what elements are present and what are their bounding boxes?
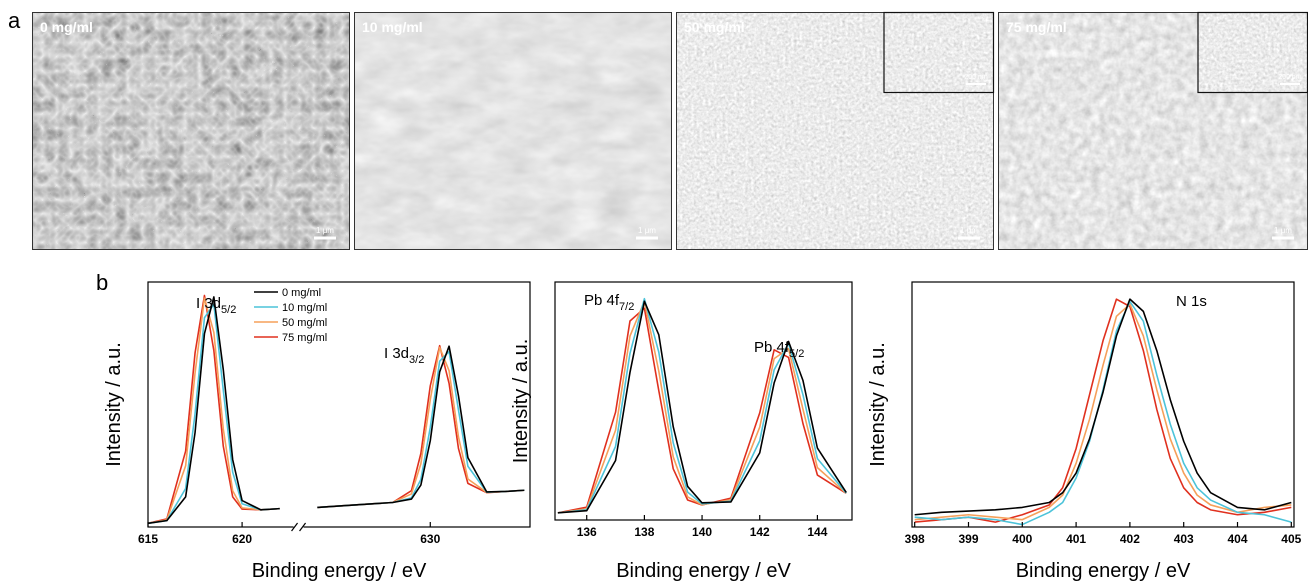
y-axis-title: Intensity / a.u. <box>867 342 889 467</box>
legend-label: 0 mg/ml <box>282 287 321 299</box>
axis-break-mark <box>291 522 299 532</box>
peak-annotation: Pb 4f7/2 <box>584 292 634 313</box>
inset-scale-label: 200 nm <box>1278 74 1302 81</box>
peak-annotation: I 3d5/2 <box>196 295 236 316</box>
x-axis-title: Binding energy / eV <box>616 560 791 582</box>
sample-label: 0 mg/ml <box>40 19 93 35</box>
spectrum-line <box>557 300 847 514</box>
spectrum-line <box>557 307 847 514</box>
x-tick-label: 404 <box>1227 532 1247 546</box>
image-border <box>354 12 672 250</box>
x-tick-label: 630 <box>420 532 440 546</box>
spectrum-line <box>914 300 1292 526</box>
panel-label: b <box>96 270 108 295</box>
sem-image <box>32 12 350 250</box>
x-tick-label: 142 <box>750 525 770 539</box>
inset-scale-label: 200 nm <box>964 74 988 81</box>
legend-label: 10 mg/ml <box>282 302 327 314</box>
plot-frame <box>147 281 531 528</box>
x-tick-label: 405 <box>1281 532 1301 546</box>
legend-label: 75 mg/ml <box>282 332 327 344</box>
x-tick-label: 136 <box>577 525 597 539</box>
scale-bar-label: 1 μm <box>638 226 656 235</box>
spectrum-line <box>914 298 1292 516</box>
image-border <box>32 12 350 250</box>
annotation-text: N 1s <box>1176 293 1207 310</box>
x-tick-label: 140 <box>692 525 712 539</box>
annotation-text: I 3d <box>384 345 409 362</box>
x-axis-title: Binding energy / eV <box>252 560 427 582</box>
x-axis-title: Binding energy / eV <box>1016 560 1191 582</box>
x-tick-label: 399 <box>958 532 978 546</box>
spectrum-line <box>147 294 525 525</box>
annotation-subscript: 7/2 <box>619 301 634 313</box>
peak-annotation: N 1s <box>1176 293 1207 310</box>
image-border <box>676 12 994 250</box>
x-tick-label: 398 <box>905 532 925 546</box>
axis-break-gap <box>293 524 304 530</box>
inset-border <box>883 11 995 94</box>
scale-bar-label: 1 μm <box>1274 226 1292 235</box>
inset-image <box>884 12 994 92</box>
annotation-text: Pb 4f <box>584 292 620 309</box>
x-tick-label: 402 <box>1120 532 1140 546</box>
sample-label: 50 mg/ml <box>684 19 745 35</box>
sem-image <box>354 12 672 250</box>
x-tick-label: 400 <box>1012 532 1032 546</box>
scale-bar-label: 1 μm <box>960 226 978 235</box>
legend-label: 50 mg/ml <box>282 317 327 329</box>
spectrum-line <box>557 297 847 514</box>
peak-annotation: I 3d3/2 <box>384 345 424 366</box>
x-tick-label: 615 <box>138 532 158 546</box>
x-tick-label: 401 <box>1066 532 1086 546</box>
spectrum-line <box>914 298 1292 523</box>
plot-frame <box>911 281 1295 528</box>
y-axis-title: Intensity / a.u. <box>510 339 532 464</box>
annotation-text: Pb 4f <box>754 339 790 356</box>
annotation-text: I 3d <box>196 295 221 312</box>
panel-label: a <box>8 8 21 33</box>
scale-bar-label: 1 μm <box>316 226 334 235</box>
x-tick-label: 138 <box>634 525 654 539</box>
y-axis-title: Intensity / a.u. <box>103 342 125 467</box>
sample-label: 10 mg/ml <box>362 19 423 35</box>
annotation-subscript: 5/2 <box>789 348 804 360</box>
spectrum-line <box>914 303 1292 521</box>
peak-annotation: Pb 4f5/2 <box>754 339 804 360</box>
spectrum-line <box>557 300 847 514</box>
plot-frame <box>554 281 853 521</box>
axis-break-mark <box>299 522 307 532</box>
inset-image <box>1198 12 1308 92</box>
annotation-subscript: 5/2 <box>221 304 236 316</box>
x-tick-label: 144 <box>807 525 827 539</box>
x-tick-label: 403 <box>1174 532 1194 546</box>
x-tick-label: 620 <box>232 532 252 546</box>
spectrum-line <box>147 296 525 525</box>
sample-label: 75 mg/ml <box>1006 19 1067 35</box>
annotation-subscript: 3/2 <box>409 354 424 366</box>
